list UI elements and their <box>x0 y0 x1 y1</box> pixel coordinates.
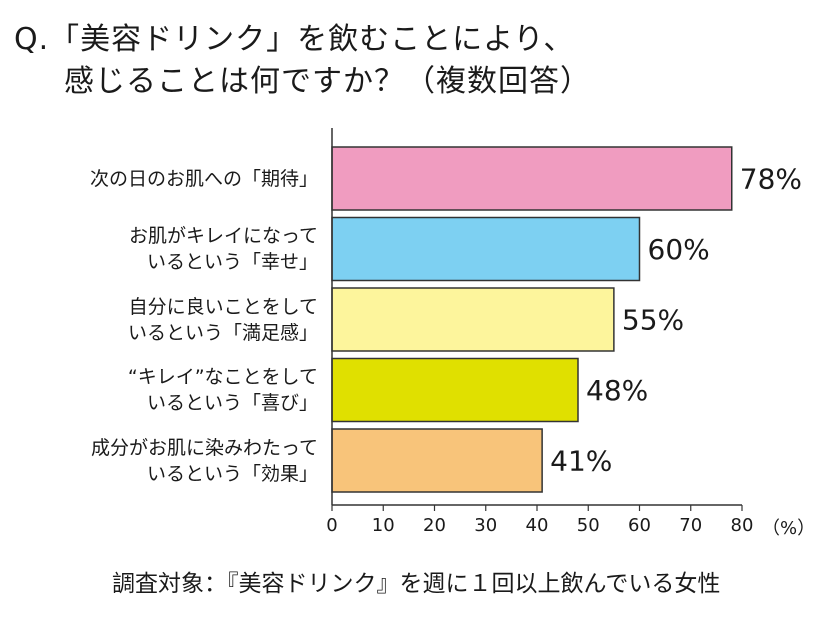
x-tick-label-40: 40 <box>526 515 549 536</box>
bar-value-label-3: 55% <box>622 304 684 337</box>
category-label-3: 自分に良いことをして いるという「満足感」 <box>128 294 318 346</box>
survey-footnote: 調査対象：『美容ドリンク』を週に１回以上飲んでいる女性 <box>112 571 721 597</box>
chart-title-line-2: 感じることは何ですか？（複数回答） <box>64 64 591 99</box>
bar-4 <box>331 357 579 423</box>
category-label-5: 成分がお肌に染みわたっているという「効果」 <box>91 435 318 487</box>
category-label-line: “キレイ”なことをして <box>127 366 318 388</box>
x-tick-label-20: 20 <box>423 515 446 536</box>
bar-value-label-2: 60% <box>648 233 710 266</box>
category-label-1: 次の日のお肌への「期待」 <box>90 166 318 192</box>
category-label-line: いるという「喜び」 <box>146 392 318 414</box>
bar-value-label-5: 41% <box>550 445 612 478</box>
x-tick-label-50: 50 <box>577 515 600 536</box>
x-tick-label-0: 0 <box>326 515 337 536</box>
x-tick-label-80: 80 <box>731 515 754 536</box>
category-label-4: “キレイ”なことをしているという「喜び」 <box>128 364 318 416</box>
bar-value-label-1: 78% <box>740 163 802 196</box>
category-label-line: いるという「満足感」 <box>127 321 318 344</box>
x-tick-label-30: 30 <box>474 515 497 536</box>
x-tick-label-70: 70 <box>679 515 702 536</box>
category-label-line: 成分がお肌に染みわたって <box>90 436 318 459</box>
bar-2 <box>331 216 641 282</box>
category-label-line: いるという「効果」 <box>146 462 318 485</box>
x-tick-label-10: 10 <box>372 515 395 536</box>
category-label-line: お肌がキレイになって <box>128 225 318 247</box>
chart-title-line-1: Q.「美容ドリンク」を飲むことにより、 <box>14 22 575 57</box>
x-axis-unit: （%） <box>762 518 816 539</box>
category-label-2: お肌がキレイになっているという「幸せ」 <box>129 223 318 275</box>
category-label-line: いるという「幸せ」 <box>146 251 318 273</box>
bar-5 <box>331 428 543 493</box>
bar-value-label-4: 48% <box>586 374 648 407</box>
x-tick-label-60: 60 <box>628 515 651 536</box>
category-label-line: 自分に良いことをして <box>128 295 318 318</box>
bar-1 <box>331 146 733 211</box>
bar-3 <box>331 287 615 352</box>
category-label-line: 次の日のお肌への「期待」 <box>89 167 318 190</box>
